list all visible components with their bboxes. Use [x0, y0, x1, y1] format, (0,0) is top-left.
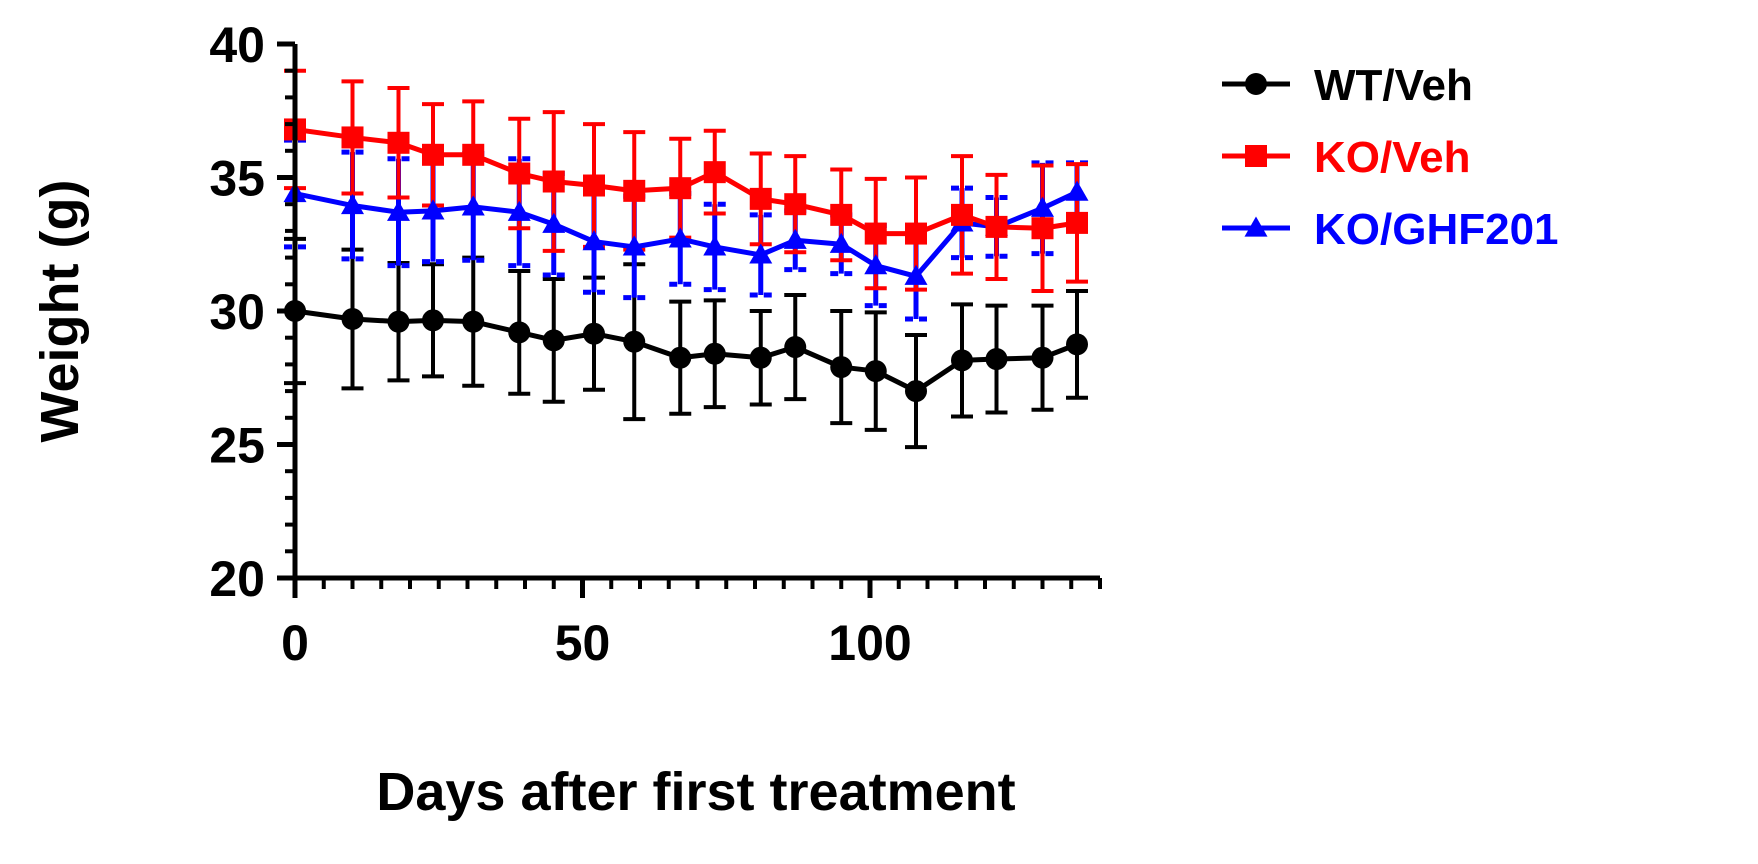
ko-veh-point: [830, 203, 853, 226]
ko-ghf201-point: [1031, 196, 1054, 217]
ko-ghf201-point: [387, 200, 410, 221]
wt-veh-point: [864, 360, 887, 383]
wt-veh-point: [784, 336, 807, 359]
ko-veh-point: [1031, 217, 1054, 240]
wt-veh-point: [623, 330, 646, 353]
ko-veh-point: [422, 143, 444, 166]
ko-ghf201-point: [703, 235, 727, 256]
error-bars: [284, 68, 1088, 450]
wt-veh-point: [703, 342, 726, 365]
ko-ghf201-point: [542, 212, 566, 233]
y-tick-label: 20: [209, 551, 265, 607]
legend-label-wt-veh: WT/Veh: [1314, 61, 1473, 110]
ko-veh-point: [508, 162, 531, 185]
axes: 20 25 30 35 40 0 50 100: [209, 17, 1102, 671]
wt-veh-point: [985, 348, 1008, 371]
ko-ghf201-point: [829, 232, 853, 253]
wt-veh-point: [669, 346, 692, 369]
ko-veh-point: [864, 222, 887, 245]
wt-veh-point: [542, 329, 565, 352]
ko-veh-point: [749, 187, 772, 210]
ko-ghf201-point: [507, 200, 531, 221]
y-tick-label: 35: [209, 151, 265, 207]
wt-veh-point: [749, 346, 772, 369]
y-tick-label: 40: [209, 17, 265, 73]
wt-veh-point: [462, 310, 485, 333]
ko-veh-point: [951, 203, 973, 226]
ko-veh-point: [1066, 211, 1088, 234]
wt-veh-point: [951, 349, 973, 372]
ko-ghf201-point: [461, 195, 485, 216]
wt-veh-point: [830, 356, 853, 379]
legend-label-ko-veh: KO/Veh: [1314, 133, 1471, 182]
series-markers: [283, 118, 1089, 403]
ko-veh-point: [703, 161, 726, 184]
ko-veh-point: [387, 131, 410, 154]
wt-veh-point: [422, 309, 444, 332]
legend-marker-ko-ghf201: [1244, 216, 1268, 237]
ko-ghf201-point: [749, 243, 773, 264]
ko-veh-point: [784, 193, 807, 216]
legend-marker-ko-veh: [1245, 145, 1267, 167]
y-axis-label: Weight (g): [30, 180, 90, 443]
x-tick-label: 100: [828, 615, 911, 671]
ko-ghf201-line: [294, 189, 1079, 279]
wt-veh-point: [1031, 346, 1054, 369]
ko-ghf201-point: [1065, 180, 1089, 201]
wt-veh-point: [341, 308, 364, 331]
ko-ghf201-point: [582, 230, 606, 251]
legend-label-ko-ghf201: KO/GHF201: [1314, 205, 1559, 254]
ko-ghf201-point: [783, 228, 807, 249]
legend-marker-wt-veh: [1245, 73, 1267, 95]
ko-ghf201-point: [864, 254, 888, 275]
ko-veh-point: [623, 179, 646, 202]
wt-veh-point: [387, 310, 410, 333]
wt-veh-point: [583, 322, 605, 345]
ko-ghf201-point: [668, 227, 692, 248]
ko-veh-point: [542, 170, 565, 193]
legend: WT/Veh KO/Veh KO/GHF201: [1222, 61, 1559, 254]
ko-veh-point: [905, 222, 927, 245]
ko-veh-point: [462, 143, 485, 166]
x-axis-label: Days after first treatment: [376, 762, 1015, 822]
wt-veh-point: [508, 321, 531, 344]
ko-ghf201-point: [622, 235, 646, 256]
ko-ghf201-point: [904, 264, 928, 285]
ko-veh-point: [341, 126, 364, 149]
wt-veh-point: [1066, 333, 1088, 356]
ko-ghf201-point: [341, 194, 364, 215]
y-tick-label: 30: [209, 284, 265, 340]
ko-veh-point: [985, 215, 1008, 238]
ko-ghf201-point: [421, 199, 445, 220]
ko-veh-point: [669, 177, 692, 200]
x-tick-label: 50: [555, 615, 611, 671]
wt-veh-point: [905, 380, 927, 403]
y-tick-label: 25: [209, 418, 265, 474]
x-tick-label: 0: [281, 615, 309, 671]
ko-veh-point: [583, 174, 605, 197]
